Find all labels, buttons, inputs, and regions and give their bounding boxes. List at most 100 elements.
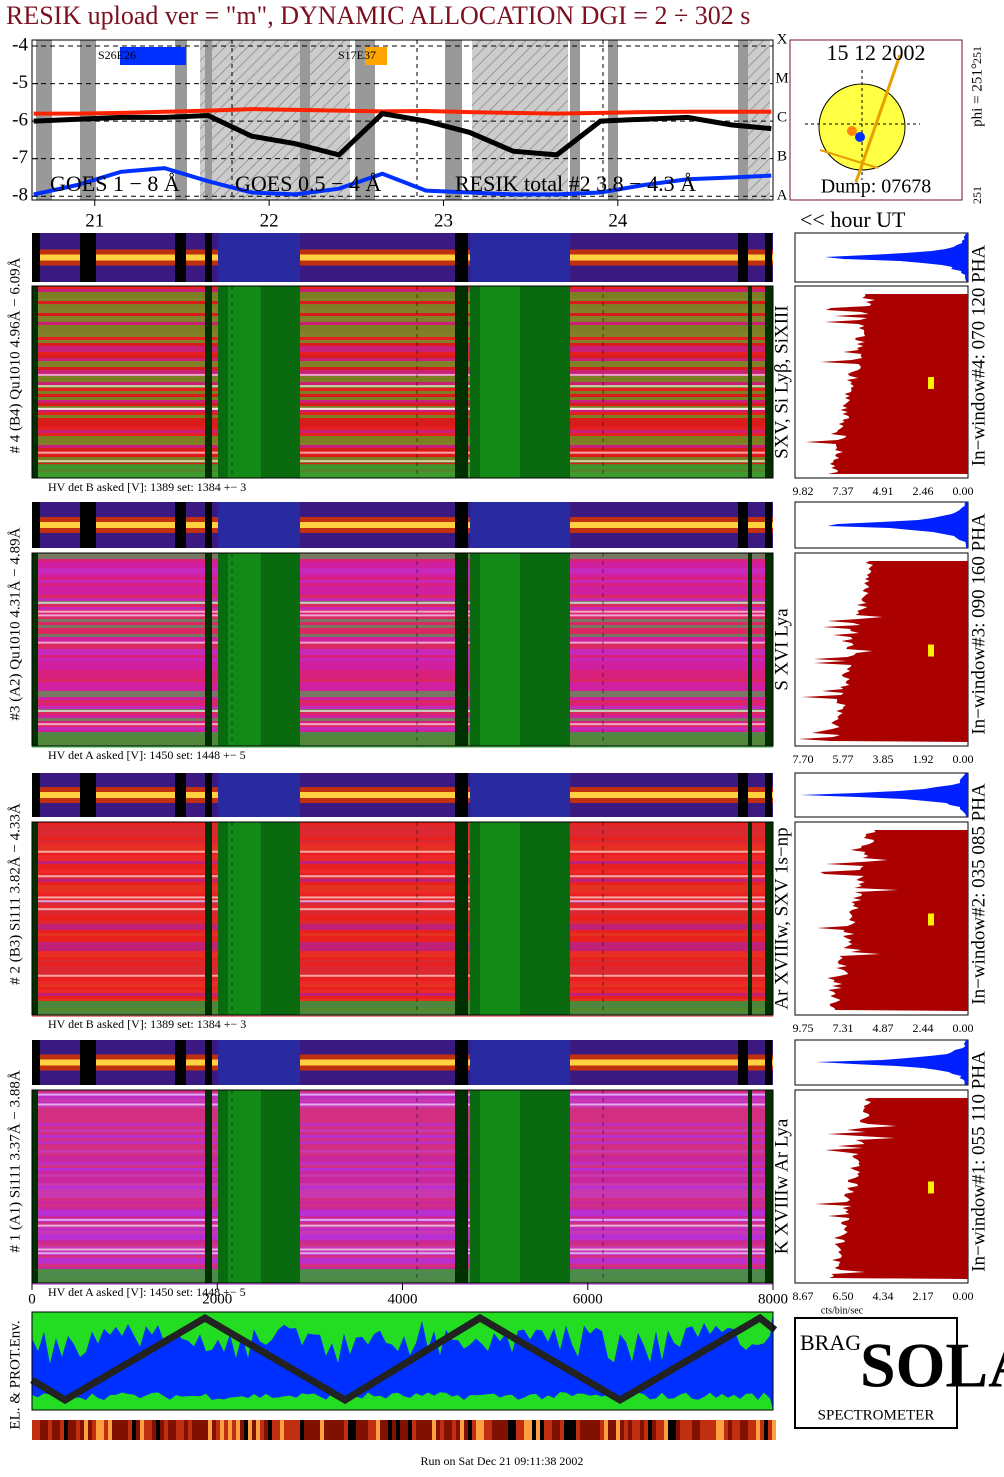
env-strip xyxy=(356,1420,360,1440)
env-strip xyxy=(512,1420,516,1440)
spec-row xyxy=(32,1120,773,1123)
panel-label: # 4 (B4) Qu1010 4.96Å − 6.09Å xyxy=(7,257,23,453)
spec-row xyxy=(32,993,773,996)
strip-gap xyxy=(32,502,40,548)
spec-row xyxy=(32,828,773,831)
env-strip xyxy=(340,1420,344,1440)
env-strip xyxy=(204,1420,208,1440)
strip-gap xyxy=(205,233,212,282)
sun-small: 251 xyxy=(970,186,984,204)
spec-row xyxy=(32,586,773,589)
spec-row xyxy=(32,843,773,846)
env-strip xyxy=(272,1420,276,1440)
hist-tick-label: 0.00 xyxy=(953,1289,974,1303)
spec-row xyxy=(32,1240,773,1243)
env-strip xyxy=(628,1420,632,1440)
strip-gap xyxy=(175,502,186,548)
env-strip xyxy=(476,1420,480,1440)
annotation: S17E37 xyxy=(338,48,376,62)
env-strip xyxy=(760,1420,764,1440)
spec-row xyxy=(32,861,773,864)
env-strip xyxy=(132,1420,136,1440)
spec-gap xyxy=(455,286,468,478)
spec-row xyxy=(32,295,773,298)
spec-row xyxy=(32,942,773,945)
spec-line xyxy=(32,1224,773,1227)
strip-quiet xyxy=(470,502,570,548)
spec-row xyxy=(32,876,773,879)
spec-row xyxy=(32,703,773,706)
env-strip xyxy=(480,1420,484,1440)
spec-row xyxy=(32,403,773,406)
x-tick-label: 21 xyxy=(85,210,104,231)
hist-tick-label: 2.46 xyxy=(913,484,934,498)
env-strip xyxy=(536,1420,540,1440)
strip-gap xyxy=(205,773,212,817)
spec-line xyxy=(32,723,773,726)
spec-row xyxy=(32,415,773,418)
hist-tick-label: 7.37 xyxy=(833,484,854,498)
spec-row xyxy=(32,640,773,643)
hist-main xyxy=(805,294,968,474)
env-strip xyxy=(160,1420,164,1440)
spec-gap xyxy=(32,822,38,1015)
spec-row xyxy=(32,1258,773,1261)
env-strip xyxy=(80,1420,84,1440)
spec-row xyxy=(32,1090,773,1093)
spec-row xyxy=(32,598,773,601)
env-strip xyxy=(676,1420,680,1440)
hist-strip xyxy=(816,1040,968,1085)
spec-line xyxy=(32,1218,773,1221)
env-strip xyxy=(100,1420,104,1440)
env-strip xyxy=(716,1420,720,1440)
spec-row xyxy=(32,700,773,703)
env-strip xyxy=(508,1420,512,1440)
env-strip xyxy=(524,1420,528,1440)
strip-gap xyxy=(455,773,468,817)
spec-gap xyxy=(205,286,212,478)
spec-row xyxy=(32,990,773,993)
env-strip xyxy=(92,1420,96,1440)
hist-tick-label: 9.82 xyxy=(793,484,814,498)
spec-row xyxy=(32,1231,773,1234)
spec-row xyxy=(32,388,773,391)
env-strip xyxy=(464,1420,468,1440)
y-tick-label: -7 xyxy=(12,147,28,168)
env-strip xyxy=(300,1420,304,1440)
spec-line xyxy=(32,974,773,977)
env-strip xyxy=(200,1420,204,1440)
line-label: K XVIIIw Ar Lya xyxy=(771,1118,792,1254)
spec-row xyxy=(32,430,773,433)
hv-text: HV det B asked [V]: 1389 set: 1384 +− 3 xyxy=(48,480,246,494)
spec-row xyxy=(32,822,773,825)
env-strip xyxy=(768,1420,772,1440)
env-strip xyxy=(196,1420,200,1440)
env-strip xyxy=(424,1420,428,1440)
env-strip xyxy=(296,1420,300,1440)
spec-row xyxy=(32,1222,773,1225)
x-axis-label: << hour UT xyxy=(800,207,906,232)
strip-gap xyxy=(765,233,772,282)
spec-row xyxy=(32,721,773,724)
spec-row xyxy=(32,574,773,577)
env-strip xyxy=(528,1420,532,1440)
spec-row xyxy=(32,1156,773,1159)
spec-row xyxy=(32,307,773,310)
env-strip xyxy=(484,1420,488,1440)
spec-row xyxy=(32,867,773,870)
env-strip xyxy=(144,1420,148,1440)
env-strip xyxy=(652,1420,656,1440)
spec-row xyxy=(32,891,773,894)
env-strip xyxy=(444,1420,448,1440)
env-strip xyxy=(696,1420,700,1440)
strip-gap xyxy=(455,502,468,548)
spec-row xyxy=(32,1213,773,1216)
panel-label: # 2 (B3) Si111 3.82Å − 4.33Å xyxy=(7,803,23,985)
spec-row xyxy=(32,1096,773,1099)
spec-row xyxy=(32,658,773,661)
spec-row xyxy=(32,858,773,861)
env-strip xyxy=(236,1420,240,1440)
env-strip xyxy=(612,1420,616,1440)
window-label: In−window#4: 070 120 PHA xyxy=(968,245,989,467)
y-tick-label: -6 xyxy=(12,109,28,130)
